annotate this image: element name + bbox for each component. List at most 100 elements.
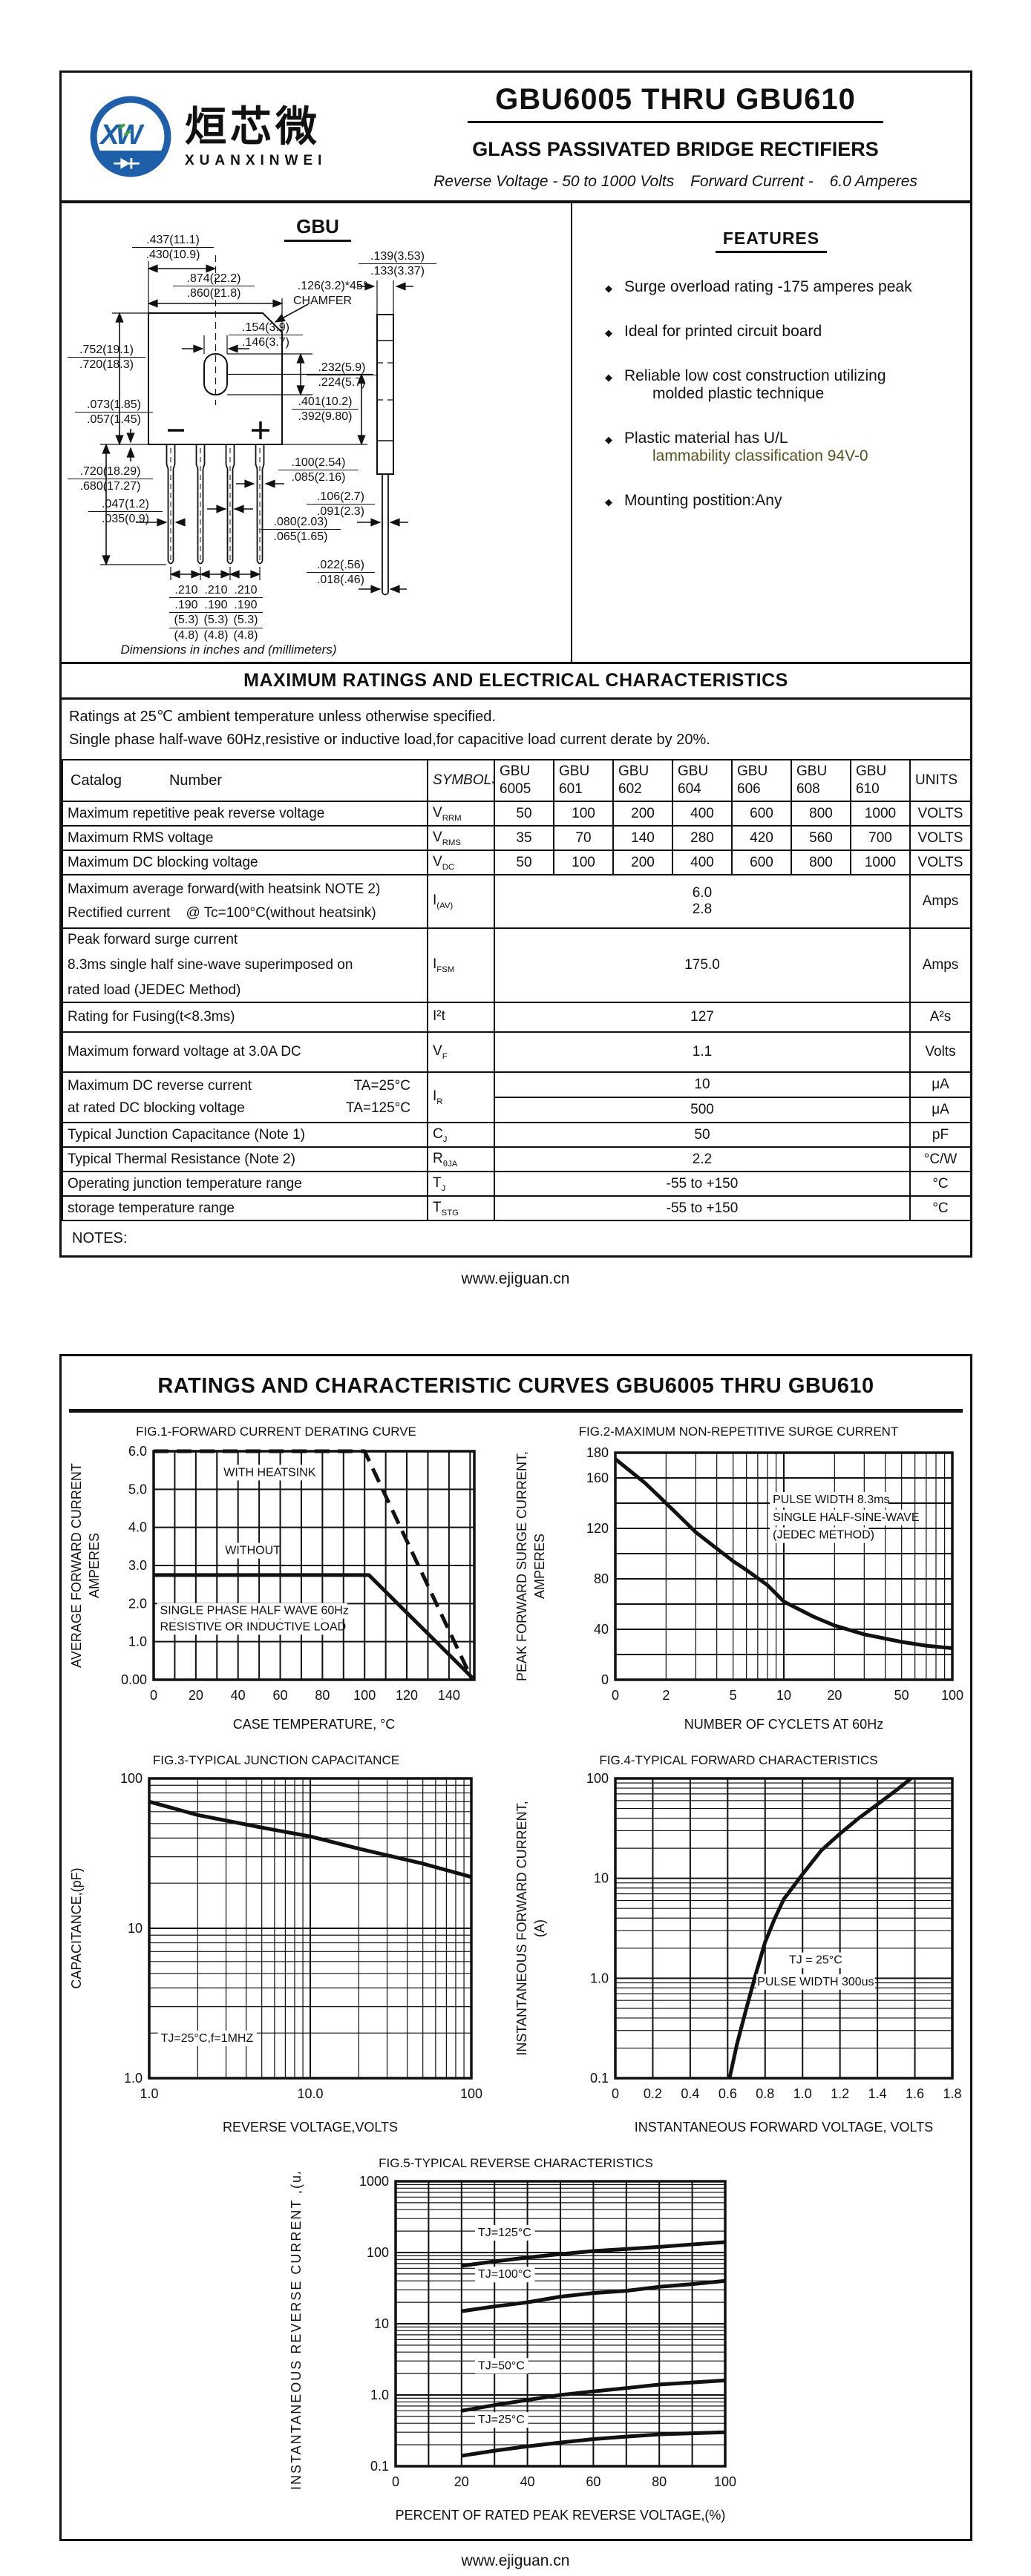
svg-text:TJ=25°C: TJ=25°C — [478, 2414, 525, 2426]
row-symbol: TSTG — [427, 1195, 495, 1221]
feature-text: Mounting postition:Any — [624, 492, 782, 509]
svg-text:100: 100 — [353, 1688, 376, 1703]
logo-mark-icon: XW — [90, 96, 171, 177]
row-symbol: VRMS — [427, 825, 495, 851]
title-underline — [468, 120, 883, 123]
table-row-i2t: Rating for Fusing(t<8.3ms) I²t 127 A²s — [62, 1002, 970, 1033]
row-symbol: I²t — [427, 1002, 495, 1033]
svg-text:140: 140 — [438, 1688, 460, 1703]
table-header-row: Catalog Number SYMBOLS GBU 6005 GBU 601 GB… — [62, 759, 970, 802]
dim-hole-height: .232(5.9) .224(5.7) — [307, 361, 377, 390]
svg-text:120: 120 — [396, 1688, 418, 1703]
dim-side-lead-thickness: .022(.56) .018(.46) — [307, 558, 375, 587]
title-block: GBU6005 THRU GBU610 GLASS PASSIVATED BRI… — [396, 83, 970, 191]
part-column-header: GBU 608 — [791, 759, 851, 802]
svg-text:0.6: 0.6 — [719, 2086, 737, 2101]
cell: 140 — [612, 825, 673, 851]
row-unit: Amps — [909, 927, 970, 1003]
diamond-bullet-icon: ◆ — [605, 372, 612, 383]
dim-half-width: .437(11.1) .430(10.9) — [132, 233, 214, 262]
svg-text:INSTANTANEOUS FORWARD VOLTAGE,: INSTANTANEOUS FORWARD VOLTAGE, VOLTS — [635, 2120, 933, 2135]
part-column-header: GBU 606 — [731, 759, 792, 802]
part-column-header: GBU 610 — [850, 759, 911, 802]
feature-text: Reliable low cost construction utilizing — [624, 367, 886, 384]
row-unit: °C — [909, 1195, 970, 1221]
svg-text:XW: XW — [99, 119, 145, 151]
svg-text:100: 100 — [367, 2245, 389, 2260]
svg-text:INSTANTANEOUS FORWARD CURRENT,: INSTANTANEOUS FORWARD CURRENT, — [514, 1801, 529, 2055]
svg-text:(JEDEC METHOD): (JEDEC METHOD) — [773, 1529, 874, 1542]
svg-text:PEAK FORWARD SURGE CURRENT,: PEAK FORWARD SURGE CURRENT, — [514, 1451, 529, 1681]
row-label: Peak forward surge current 8.3ms single h… — [62, 927, 428, 1003]
feature-continuation: molded plastic technique — [652, 385, 825, 402]
fig4-forward-chart: TJ = 25°C PULSE WIDTH 300us 0 0.2 0.4 0.6 0.8 1… — [511, 1770, 966, 2144]
note-1: 1.Measured at 1.0MHz and applied reverse… — [72, 1255, 960, 1258]
website-footer: www.ejiguan.cn — [461, 2552, 570, 2569]
merged-value: 50 — [494, 1122, 911, 1148]
svg-text:4.0: 4.0 — [128, 1520, 147, 1535]
merged-value: 1.1 — [494, 1031, 911, 1073]
dim-hole-width: .154(3.9) .146(3.7) — [229, 321, 303, 349]
cell: 100 — [553, 801, 614, 827]
row-unit: pF — [909, 1122, 970, 1148]
reverse-voltage-spec: Reverse Voltage - 50 to 1000 Volts — [433, 172, 675, 190]
row-symbol: RθJA — [427, 1146, 495, 1172]
svg-text:WITHOUT: WITHOUT — [225, 1545, 281, 1557]
svg-text:1.0: 1.0 — [124, 2071, 143, 2086]
svg-text:160: 160 — [586, 1471, 609, 1485]
package-drawing-panel: GBU .437(11.1) .430(10.9) .874(22.2) .860(… — [62, 203, 572, 662]
row-unit: VOLTS — [909, 825, 970, 851]
cell: 600 — [731, 850, 792, 875]
figure-3: FIG.3-TYPICAL JUNCTION CAPACITANCE TJ=25… — [66, 1753, 486, 2144]
feature-item: ◆ Plastic material has U/L — [605, 430, 952, 447]
row-unit: μA — [909, 1071, 970, 1098]
condition-line-2: Single phase half-wave 60Hz,resistive or… — [69, 732, 710, 748]
row-symbol: VF — [427, 1031, 495, 1073]
row-label: storage temperature range — [62, 1195, 428, 1221]
row-unit: °C/W — [909, 1146, 970, 1172]
svg-text:CAPACITANCE,(pF): CAPACITANCE,(pF) — [69, 1867, 84, 1988]
svg-text:3.0: 3.0 — [128, 1558, 147, 1573]
row-symbol: TJ — [427, 1171, 495, 1197]
cell: 700 — [850, 825, 911, 851]
table-row-cj: Typical Junction Capacitance (Note 1) CJ… — [62, 1122, 970, 1148]
spec-line: Reverse Voltage - 50 to 1000 Volts Forwa… — [396, 173, 955, 191]
forward-current-value: 6.0 Amperes — [829, 172, 917, 190]
cell: 1000 — [850, 801, 911, 827]
figure-row-2: FIG.3-TYPICAL JUNCTION CAPACITANCE TJ=25… — [62, 1753, 970, 2144]
cell: 400 — [672, 850, 733, 875]
svg-text:1.0: 1.0 — [370, 2388, 389, 2402]
svg-text:5: 5 — [730, 1688, 737, 1703]
table-row-vf: Maximum forward voltage at 3.0A DC VF 1.… — [62, 1031, 970, 1073]
cell: 200 — [612, 801, 673, 827]
feature-continuation-flammability: lammability classification 94V-0 — [652, 447, 868, 464]
row-unit: VOLTS — [909, 801, 970, 827]
svg-text:60: 60 — [273, 1688, 288, 1703]
row-label: Maximum forward voltage at 3.0A DC — [62, 1031, 428, 1073]
figure-1-title: FIG.1-FORWARD CURRENT DERATING CURVE — [136, 1425, 416, 1439]
svg-text:80: 80 — [315, 1688, 330, 1703]
merged-value: 10 — [494, 1071, 911, 1098]
svg-text:0: 0 — [612, 2086, 619, 2101]
svg-text:PERCENT OF RATED PEAK REVERSE: PERCENT OF RATED PEAK REVERSE VOLTAGE,(%… — [396, 2508, 726, 2523]
diamond-bullet-icon: ◆ — [605, 283, 612, 294]
dim-lead-pitch-3: .210.190 (5.3) (4.8) — [229, 583, 263, 643]
dim-body-height: .752(19.1) .720(18.3) — [68, 343, 145, 372]
diamond-bullet-icon: ◆ — [605, 434, 612, 445]
table-row-tstg: storage temperature range TSTG -55 to +1… — [62, 1195, 970, 1221]
features-heading: FEATURES — [715, 229, 828, 253]
figure-3-title: FIG.3-TYPICAL JUNCTION CAPACITANCE — [152, 1753, 400, 1767]
svg-text:100: 100 — [714, 2474, 736, 2489]
svg-text:TJ=50°C: TJ=50°C — [478, 2359, 525, 2372]
svg-text:100: 100 — [120, 1771, 143, 1786]
cell: 1000 — [850, 850, 911, 875]
svg-text:60: 60 — [586, 2474, 600, 2489]
row-unit: VOLTS — [909, 850, 970, 875]
row-label: Operating junction temperature range — [62, 1171, 428, 1197]
row-symbol: CJ — [427, 1122, 495, 1148]
svg-text:0: 0 — [612, 1688, 619, 1703]
row-label: Typical Junction Capacitance (Note 1) — [62, 1122, 428, 1148]
svg-text:AMPERES: AMPERES — [532, 1534, 547, 1599]
dim-lead-length: .720(18.29) .680(17.27) — [68, 464, 153, 493]
svg-text:WITH HEATSINK: WITH HEATSINK — [223, 1466, 315, 1479]
